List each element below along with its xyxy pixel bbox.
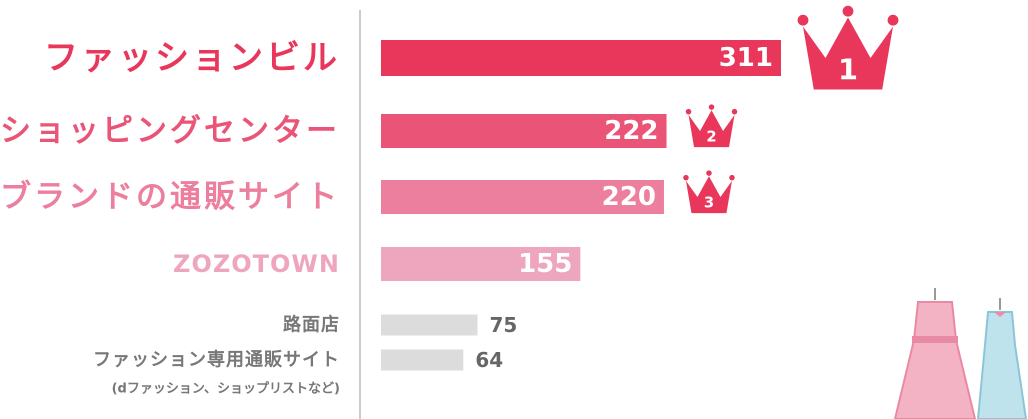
crown-jewel [797, 14, 809, 26]
value-label: 220 [602, 182, 656, 212]
rank-crown: 3 [683, 170, 735, 214]
value-label: 75 [489, 313, 517, 337]
bar [381, 40, 781, 76]
rank-label: 2 [706, 128, 716, 145]
value-label: 311 [719, 43, 773, 73]
category-label: ショッピングセンター [0, 113, 340, 149]
category-label: ZOZOTOWN [173, 250, 340, 278]
crown-jewel [706, 170, 712, 176]
rank-label: 3 [704, 194, 714, 211]
category-label: ファッション専用通販サイト [93, 349, 340, 371]
crown-shape [803, 17, 893, 90]
value-label: 222 [604, 116, 658, 146]
category-note: (dファッション、ショップリストなど) [112, 382, 340, 397]
category-label: ブランドの通販サイト [0, 179, 340, 215]
crown-jewel [842, 5, 854, 17]
rank-crown: 1 [797, 5, 899, 90]
bar [381, 349, 464, 371]
rank-label: 1 [838, 53, 858, 87]
crown-jewel [729, 174, 735, 181]
crown-jewel [683, 174, 689, 181]
crown-shape [685, 176, 732, 214]
dress-illustration [893, 288, 1028, 419]
crown-jewel [731, 108, 738, 115]
bar [381, 247, 581, 281]
bar [381, 314, 478, 336]
category-label: ファッションビル [44, 38, 340, 78]
category-label: 路面店 [283, 314, 340, 336]
bar [381, 180, 664, 214]
crown-jewel [685, 108, 692, 115]
crown-jewel [887, 14, 899, 26]
crown-shape [688, 110, 735, 148]
bar [381, 114, 667, 148]
crown-jewel [708, 104, 715, 110]
value-label: 155 [518, 249, 572, 279]
value-label: 64 [475, 348, 503, 372]
rank-crown: 2 [685, 104, 738, 148]
